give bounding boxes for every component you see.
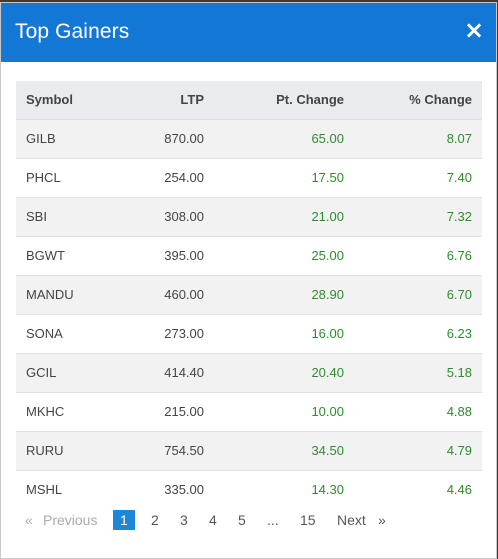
previous-arrow-icon[interactable]: « — [25, 512, 33, 528]
cell-pct-change: 7.40 — [446, 170, 472, 185]
table-header-row: Symbol LTP Pt. Change % Change — [16, 81, 482, 119]
cell-pt-change: 21.00 — [311, 209, 344, 224]
cell-pt-change: 34.50 — [311, 443, 344, 458]
cell-pct-change: 6.70 — [446, 287, 472, 302]
cell-ltp: 254.00 — [164, 170, 204, 185]
cell-ltp: 273.00 — [164, 326, 204, 341]
cell-pct-change: 4.88 — [446, 404, 472, 419]
page-button-5[interactable]: 5 — [238, 512, 246, 528]
cell-pt-change: 10.00 — [311, 404, 344, 419]
cell-symbol: BGWT — [26, 248, 65, 263]
page-button-1[interactable]: 1 — [113, 510, 135, 530]
cell-pt-change: 28.90 — [311, 287, 344, 302]
cell-symbol: MSHL — [26, 482, 63, 498]
cell-pct-change: 4.46 — [446, 482, 472, 498]
table-row[interactable]: SBI 308.00 21.00 7.32 — [16, 197, 482, 236]
cell-pt-change: 17.50 — [311, 170, 344, 185]
cell-pt-change: 16.00 — [311, 326, 344, 341]
table-row[interactable]: GCIL 414.40 20.40 5.18 — [16, 353, 482, 392]
next-page-button[interactable]: Next — [337, 512, 366, 528]
cell-ltp: 870.00 — [164, 131, 204, 146]
cell-symbol: SBI — [26, 209, 47, 224]
cell-pct-change: 6.23 — [446, 326, 472, 341]
cell-ltp: 215.00 — [164, 404, 204, 419]
cell-symbol: MKHC — [26, 404, 65, 419]
table-row[interactable]: PHCL 254.00 17.50 7.40 — [16, 158, 482, 197]
modal-title: Top Gainers — [15, 20, 130, 43]
cell-pct-change: 4.79 — [446, 443, 472, 458]
gainers-table: Symbol LTP Pt. Change % Change GILB 870.… — [16, 81, 482, 509]
cell-symbol: MANDU — [26, 287, 74, 302]
table-row[interactable]: RURU 754.50 34.50 4.79 — [16, 431, 482, 470]
cell-pct-change: 7.32 — [446, 209, 472, 224]
cell-ltp: 460.00 — [164, 287, 204, 302]
cell-pt-change: 14.30 — [311, 482, 344, 498]
page-button-2[interactable]: 2 — [151, 512, 159, 528]
cell-pct-change: 8.07 — [446, 131, 472, 146]
next-arrow-icon[interactable]: » — [378, 512, 386, 528]
page-button-3[interactable]: 3 — [180, 512, 188, 528]
column-header-pt-change[interactable]: Pt. Change — [276, 92, 344, 108]
column-header-symbol[interactable]: Symbol — [26, 92, 73, 108]
cell-pct-change: 6.76 — [446, 248, 472, 263]
table-row[interactable]: BGWT 395.00 25.00 6.76 — [16, 236, 482, 275]
cell-ltp: 335.00 — [164, 482, 204, 498]
cell-symbol: GILB — [26, 131, 56, 146]
column-header-ltp[interactable]: LTP — [180, 92, 204, 108]
cell-ltp: 414.40 — [164, 365, 204, 380]
cell-ltp: 308.00 — [164, 209, 204, 224]
table-row[interactable]: MKHC 215.00 10.00 4.88 — [16, 392, 482, 431]
cell-symbol: GCIL — [26, 365, 57, 380]
cell-ltp: 395.00 — [164, 248, 204, 263]
page-button-15[interactable]: 15 — [300, 512, 316, 528]
cell-symbol: PHCL — [26, 170, 61, 185]
table-row[interactable]: SONA 273.00 16.00 6.23 — [16, 314, 482, 353]
column-header-pct-change[interactable]: % Change — [409, 92, 472, 108]
close-icon[interactable]: × — [464, 16, 485, 44]
cell-symbol: RURU — [26, 443, 64, 458]
pagination-ellipsis: ... — [267, 512, 279, 528]
cell-pt-change: 20.40 — [311, 365, 344, 380]
pagination: « Previous 1 2 3 4 5 ... 15 Next » — [1, 510, 498, 532]
modal-header: Top Gainers × — [1, 3, 496, 62]
cell-symbol: SONA — [26, 326, 63, 341]
page-button-4[interactable]: 4 — [209, 512, 217, 528]
cell-pt-change: 65.00 — [311, 131, 344, 146]
table-row[interactable]: GILB 870.00 65.00 8.07 — [16, 119, 482, 158]
previous-page-button[interactable]: Previous — [43, 512, 98, 528]
table-row[interactable]: MANDU 460.00 28.90 6.70 — [16, 275, 482, 314]
cell-pt-change: 25.00 — [311, 248, 344, 263]
cell-ltp: 754.50 — [164, 443, 204, 458]
cell-pct-change: 5.18 — [446, 365, 472, 380]
table-row[interactable]: MSHL 335.00 14.30 4.46 — [16, 470, 482, 509]
gainers-table-wrap: Symbol LTP Pt. Change % Change GILB 870.… — [16, 81, 482, 509]
